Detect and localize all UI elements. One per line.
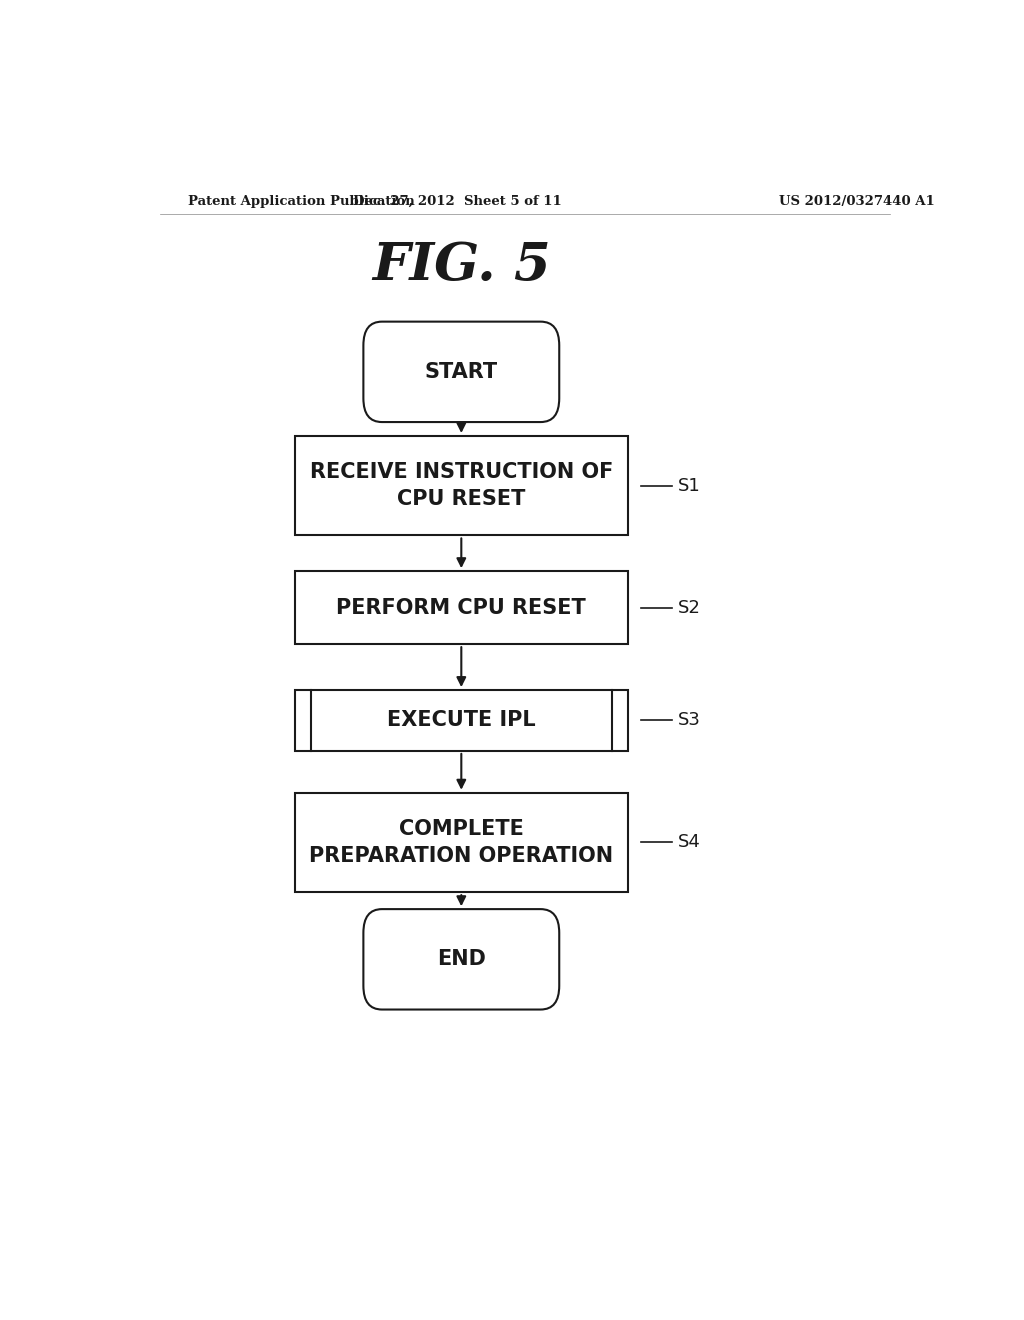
Text: RECEIVE INSTRUCTION OF
CPU RESET: RECEIVE INSTRUCTION OF CPU RESET	[309, 462, 613, 510]
Text: US 2012/0327440 A1: US 2012/0327440 A1	[778, 194, 935, 207]
Text: START: START	[425, 362, 498, 381]
FancyBboxPatch shape	[364, 322, 559, 422]
Text: Patent Application Publication: Patent Application Publication	[187, 194, 415, 207]
Text: S2: S2	[678, 599, 700, 616]
Text: END: END	[437, 949, 485, 969]
Text: PERFORM CPU RESET: PERFORM CPU RESET	[337, 598, 586, 618]
Bar	[295, 792, 628, 892]
Text: EXECUTE IPL: EXECUTE IPL	[387, 710, 536, 730]
Text: FIG. 5: FIG. 5	[372, 240, 551, 290]
Text: COMPLETE
PREPARATION OPERATION: COMPLETE PREPARATION OPERATION	[309, 820, 613, 866]
Bar	[295, 436, 628, 536]
Bar	[295, 572, 628, 644]
Bar	[295, 690, 628, 751]
Text: S1: S1	[678, 477, 700, 495]
Text: S4: S4	[678, 833, 700, 851]
FancyBboxPatch shape	[364, 909, 559, 1010]
Text: S3: S3	[678, 711, 700, 730]
Text: Dec. 27, 2012  Sheet 5 of 11: Dec. 27, 2012 Sheet 5 of 11	[353, 194, 562, 207]
